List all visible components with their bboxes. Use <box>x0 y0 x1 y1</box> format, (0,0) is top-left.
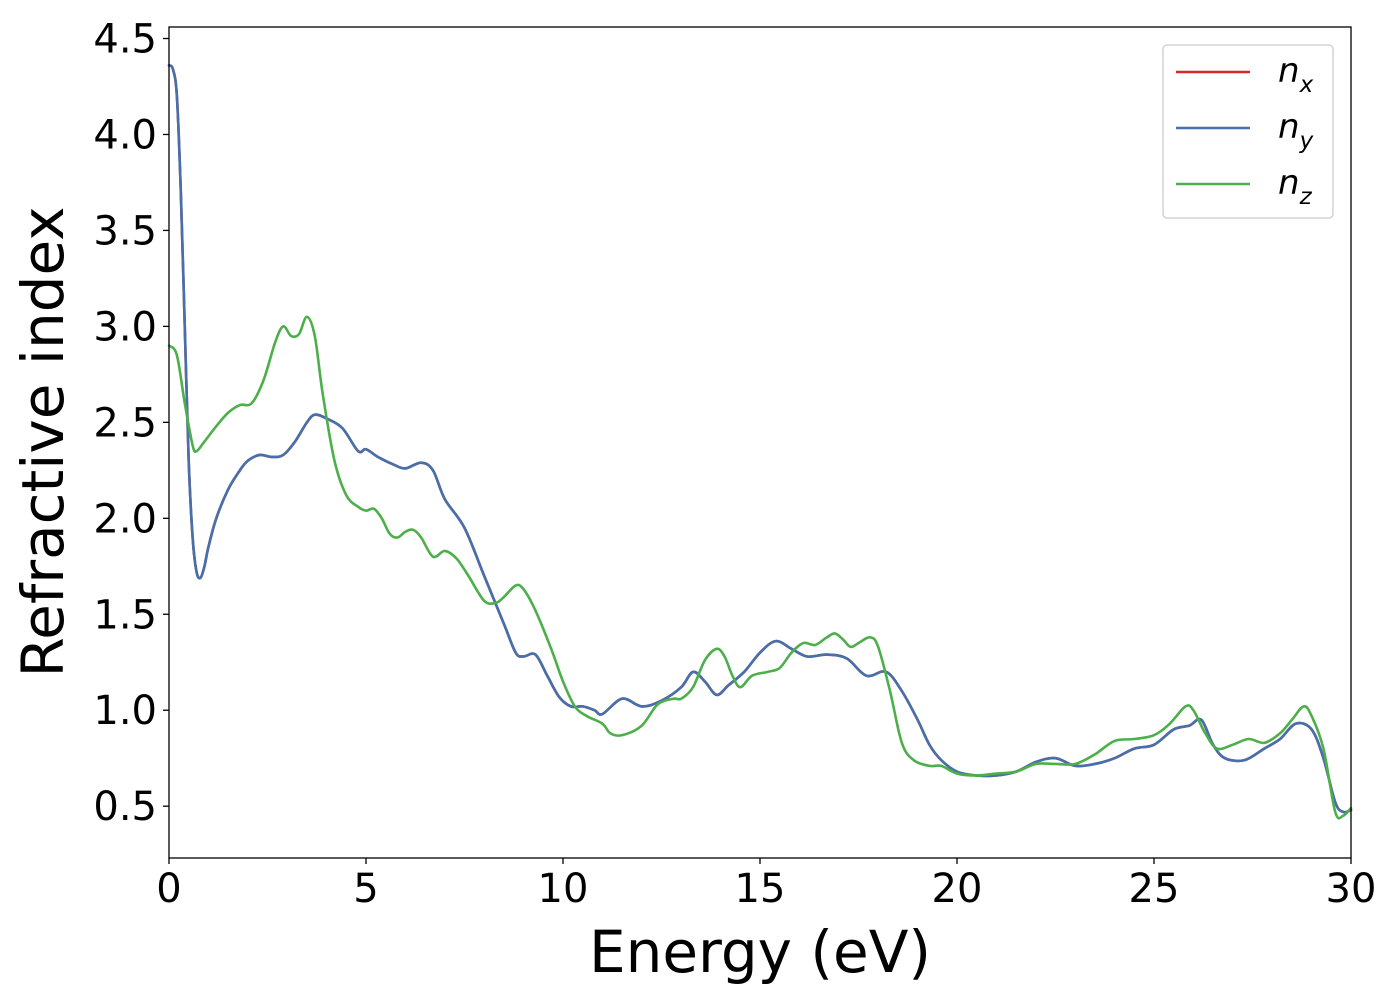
y-tick-label: 4.5 <box>93 17 157 63</box>
series-layer <box>167 64 1353 820</box>
y-tick-label: 3.0 <box>93 304 157 350</box>
x-tick-label: 0 <box>156 866 181 912</box>
x-tick-label: 30 <box>1326 866 1377 912</box>
x-tick-label: 20 <box>932 866 983 912</box>
y-tick-label: 1.5 <box>93 592 157 638</box>
x-tick-label: 10 <box>538 866 589 912</box>
series-line-ny <box>167 64 1353 814</box>
y-tick-label: 0.5 <box>93 784 157 830</box>
series-line-nz <box>167 315 1353 820</box>
x-tick-label: 25 <box>1129 866 1180 912</box>
x-tick-label: 15 <box>735 866 786 912</box>
y-tick-label: 1.0 <box>93 688 157 734</box>
legend: nx ny nz <box>1162 44 1334 219</box>
legend-label-nz: nz <box>1278 163 1313 210</box>
y-axis: 0.5 1.0 1.5 2.0 2.5 3.0 3.5 4.0 4.5 <box>93 17 169 830</box>
y-tick-label: 3.5 <box>93 208 157 254</box>
x-axis-title: Energy (eV) <box>589 918 931 986</box>
y-tick-label: 4.0 <box>93 112 157 158</box>
x-tick-label: 5 <box>353 866 378 912</box>
y-tick-label: 2.0 <box>93 496 157 542</box>
legend-label-nx: nx <box>1278 51 1314 98</box>
y-tick-label: 2.5 <box>93 400 157 446</box>
legend-label-ny: ny <box>1278 107 1314 154</box>
legend-box <box>1162 44 1334 219</box>
x-axis: 0 5 10 15 20 25 30 <box>156 858 1376 912</box>
y-axis-title: Refractive index <box>9 206 77 677</box>
